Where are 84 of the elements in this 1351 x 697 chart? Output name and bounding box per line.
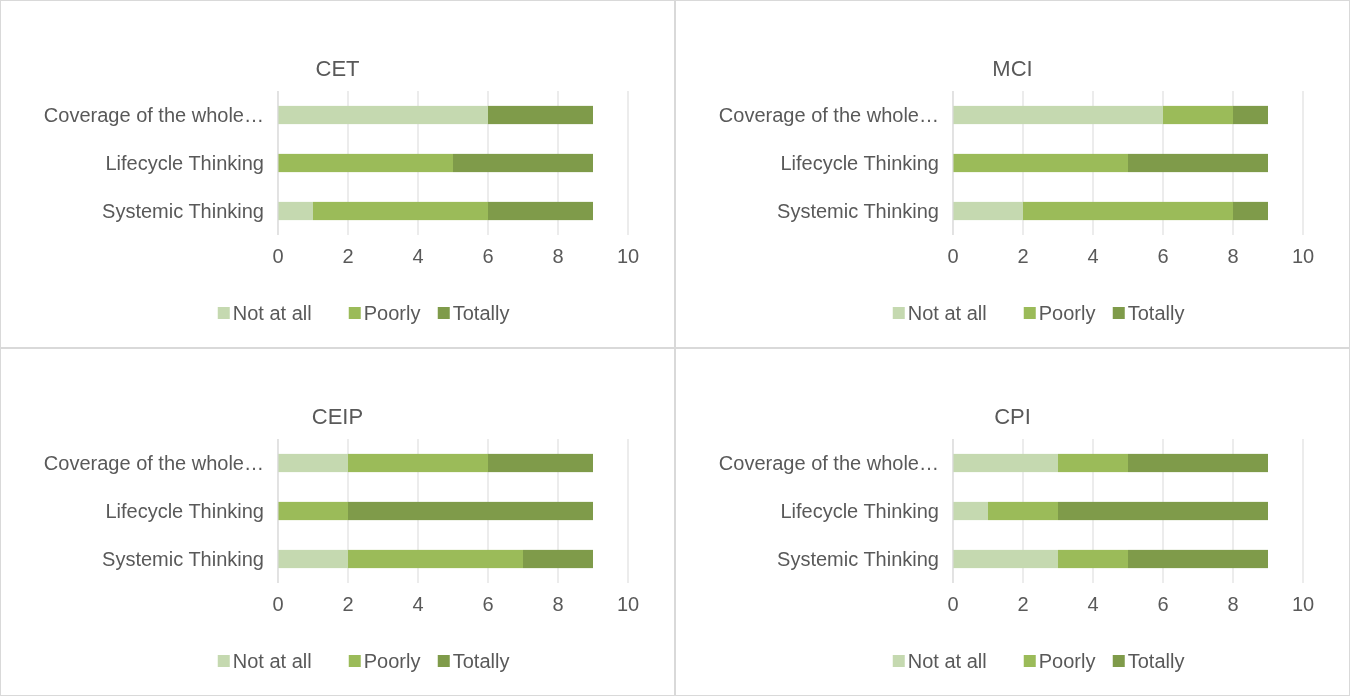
legend-label: Not at all: [907, 650, 987, 672]
x-tick-label: 10: [1291, 593, 1315, 615]
bar: [1128, 453, 1268, 473]
bar: [488, 453, 593, 473]
y-tick-label: Lifecycle Thinking: [780, 500, 939, 522]
bar: [278, 201, 313, 221]
x-tick-label: 2: [1017, 245, 1029, 267]
x-tick-label: 0: [947, 245, 959, 267]
y-tick-label: Coverage of the whole…: [43, 104, 264, 126]
bar: [278, 105, 488, 125]
y-tick-label: Coverage of the whole…: [718, 104, 939, 126]
bar: [988, 501, 1058, 521]
x-tick-label: 0: [272, 593, 284, 615]
x-tick-label: 10: [1291, 245, 1315, 267]
bar: [1023, 201, 1233, 221]
bar: [488, 201, 593, 221]
y-tick-label: Coverage of the whole…: [43, 452, 264, 474]
bar: [1233, 201, 1268, 221]
bar: [1233, 105, 1268, 125]
x-tick-label: 2: [342, 593, 354, 615]
y-tick-label: Lifecycle Thinking: [105, 152, 264, 174]
bar: [453, 153, 593, 173]
x-tick-label: 6: [482, 593, 494, 615]
x-tick-label: 4: [412, 593, 424, 615]
bar: [278, 153, 453, 173]
x-tick-label: 10: [616, 245, 640, 267]
bar: [348, 501, 593, 521]
bar: [1058, 549, 1128, 569]
y-tick-label: Lifecycle Thinking: [780, 152, 939, 174]
x-tick-label: 4: [412, 245, 424, 267]
x-tick-label: 0: [272, 245, 284, 267]
x-tick-label: 6: [482, 245, 494, 267]
bar: [953, 501, 988, 521]
bar: [953, 201, 1023, 221]
legend-label: Totally: [452, 302, 510, 324]
bar: [278, 549, 348, 569]
legend-label: Totally: [452, 650, 510, 672]
bar: [313, 201, 488, 221]
x-tick-label: 4: [1087, 245, 1099, 267]
bar: [953, 105, 1163, 125]
bar: [953, 153, 1128, 173]
x-tick-label: 4: [1087, 593, 1099, 615]
y-tick-label: Systemic Thinking: [777, 548, 939, 570]
legend-label: Totally: [1127, 302, 1185, 324]
y-tick-label: Systemic Thinking: [102, 200, 264, 222]
legend-label: Poorly: [1038, 302, 1096, 324]
x-tick-label: 6: [1157, 245, 1169, 267]
legend-label: Not at all: [232, 650, 312, 672]
bar: [953, 453, 1058, 473]
x-tick-label: 8: [552, 593, 564, 615]
x-tick-label: 6: [1157, 593, 1169, 615]
bar: [953, 549, 1058, 569]
legend-label: Not at all: [232, 302, 312, 324]
legend-label: Not at all: [907, 302, 987, 324]
x-tick-label: 8: [552, 245, 564, 267]
y-tick-label: Lifecycle Thinking: [105, 500, 264, 522]
bar: [1128, 153, 1268, 173]
x-tick-label: 2: [1017, 593, 1029, 615]
bar: [1058, 453, 1128, 473]
bar: [278, 501, 348, 521]
bar: [348, 453, 488, 473]
x-tick-label: 10: [616, 593, 640, 615]
bar: [1163, 105, 1233, 125]
bar: [1128, 549, 1268, 569]
legend-label: Poorly: [363, 302, 421, 324]
legend-label: Poorly: [1038, 650, 1096, 672]
chart-title: CET: [315, 56, 360, 81]
bar: [488, 105, 593, 125]
y-tick-label: Coverage of the whole…: [718, 452, 939, 474]
bar: [1058, 501, 1268, 521]
bar: [278, 453, 348, 473]
y-tick-label: Systemic Thinking: [777, 200, 939, 222]
x-tick-label: 8: [1227, 593, 1239, 615]
chart-title: CEIP: [311, 404, 364, 429]
chart-title: MCI: [992, 56, 1033, 81]
x-tick-label: 0: [947, 593, 959, 615]
bar: [348, 549, 523, 569]
chart-title: CPI: [994, 404, 1031, 429]
y-tick-label: Systemic Thinking: [102, 548, 264, 570]
legend-label: Totally: [1127, 650, 1185, 672]
bar: [523, 549, 593, 569]
x-tick-label: 8: [1227, 245, 1239, 267]
legend-label: Poorly: [363, 650, 421, 672]
x-tick-label: 2: [342, 245, 354, 267]
